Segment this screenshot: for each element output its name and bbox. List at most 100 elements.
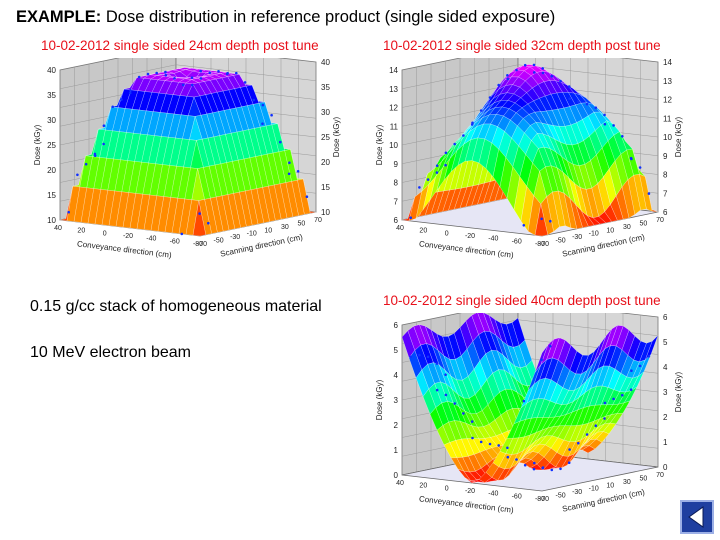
scanning-axis-tick: 70	[656, 472, 664, 479]
left-axis-label: Dose (kGy)	[33, 124, 42, 165]
right-axis-tick: 6	[663, 313, 668, 322]
left-axis-label: Dose (kGy)	[375, 379, 384, 420]
left-axis-tick: 12	[389, 104, 398, 113]
conveyance-axis-tick: 20	[77, 228, 85, 235]
left-axis-tick: 8	[394, 179, 399, 188]
right-axis-tick: 6	[663, 208, 668, 217]
right-axis-tick: 1	[663, 438, 668, 447]
scanning-axis-tick: -30	[572, 489, 582, 496]
conveyance-axis-tick: 20	[419, 483, 427, 490]
plot-title-40cm: 10-02-2012 single sided 40cm depth post …	[383, 293, 661, 308]
right-axis-label: Dose (kGy)	[674, 116, 683, 157]
conveyance-axis-tick: 40	[54, 225, 62, 232]
scanning-axis-tick: -70	[539, 496, 549, 503]
left-axis-tick: 5	[394, 346, 399, 355]
scanning-axis-tick: -10	[589, 486, 599, 493]
right-axis-label: Dose (kGy)	[674, 371, 683, 412]
right-axis-tick: 7	[663, 189, 668, 198]
conveyance-axis-tick: -60	[170, 238, 180, 245]
plot-title-24cm: 10-02-2012 single sided 24cm depth post …	[41, 38, 319, 53]
conveyance-axis-label: Conveyance direction (cm)	[419, 239, 515, 260]
right-axis-tick: 2	[663, 413, 668, 422]
right-axis-tick: 12	[663, 96, 672, 105]
left-axis-tick: 4	[394, 371, 399, 380]
slide-title-bold: EXAMPLE:	[16, 8, 102, 26]
conveyance-axis-tick: 20	[419, 228, 427, 235]
scanning-axis-tick: -10	[589, 231, 599, 238]
conveyance-axis-label: Conveyance direction (cm)	[419, 494, 515, 515]
scanning-axis-tick: 70	[314, 217, 322, 224]
left-axis-tick: 15	[47, 191, 56, 200]
conveyance-axis-tick: -40	[146, 236, 156, 243]
surface-plot-32cm: 6 7 8 9 10 11 12 13 14 Dose (kGy) 6 7 8 9 10 11 12 13 14 Do…	[375, 58, 683, 260]
scanning-axis-tick: 70	[656, 217, 664, 224]
conveyance-axis-tick: -20	[123, 233, 133, 240]
left-axis-label: Dose (kGy)	[375, 124, 384, 165]
left-axis-tick: 2	[394, 421, 399, 430]
left-axis-tick: 35	[47, 91, 56, 100]
conveyance-axis-tick: -20	[465, 488, 475, 495]
right-axis-tick: 40	[321, 58, 330, 67]
left-axis-tick: 10	[47, 216, 56, 225]
conveyance-axis-tick: -80	[193, 241, 203, 248]
scanning-axis-tick: 30	[623, 224, 631, 231]
right-axis-tick: 3	[663, 388, 668, 397]
left-axis-tick: 20	[47, 166, 56, 175]
conveyance-axis-tick: -60	[512, 493, 522, 500]
scanning-axis-tick: -10	[247, 231, 257, 238]
plot-title-32cm: 10-02-2012 single sided 32cm depth post …	[383, 38, 661, 53]
left-axis-tick: 10	[389, 141, 398, 150]
right-axis-tick: 30	[321, 108, 330, 117]
left-axis-tick: 25	[47, 141, 56, 150]
scanning-axis-tick: 10	[606, 227, 614, 234]
right-axis-tick: 11	[663, 114, 672, 123]
left-axis-tick: 40	[47, 66, 56, 75]
back-arrow-icon	[688, 506, 704, 528]
scanning-axis-tick: 50	[298, 220, 306, 227]
right-axis-tick: 25	[321, 133, 330, 142]
right-axis-tick: 13	[663, 77, 672, 86]
slide-nav-button[interactable]	[680, 500, 714, 534]
scanning-axis-tick: -70	[197, 241, 207, 248]
right-axis-tick: 10	[321, 208, 330, 217]
scanning-axis-tick: 30	[281, 224, 289, 231]
right-axis-tick: 9	[663, 152, 668, 161]
slide-title: EXAMPLE: Dose distribution in reference …	[16, 8, 555, 27]
conveyance-axis-tick: -80	[535, 241, 545, 248]
conveyance-axis-tick: -20	[465, 233, 475, 240]
scanning-axis-tick: 50	[640, 220, 648, 227]
conveyance-axis-tick: -40	[488, 491, 498, 498]
conveyance-axis-label: Conveyance direction (cm)	[77, 239, 173, 260]
left-axis-tick: 9	[394, 160, 399, 169]
left-axis-tick: 14	[389, 66, 398, 75]
right-axis-tick: 20	[321, 158, 330, 167]
scanning-axis-tick: -30	[230, 234, 240, 241]
beam-note: 10 MeV electron beam	[30, 344, 191, 361]
scanning-axis-tick: 10	[264, 227, 272, 234]
left-axis-tick: 0	[394, 471, 399, 480]
right-axis-tick: 0	[663, 463, 668, 472]
conveyance-axis-tick: 0	[103, 230, 107, 237]
right-axis-tick: 10	[663, 133, 672, 142]
conveyance-axis-tick: 40	[396, 480, 404, 487]
left-axis-tick: 11	[390, 122, 399, 131]
material-note: 0.15 g/cc stack of homogeneous material	[30, 298, 322, 315]
left-axis-tick: 6	[394, 216, 399, 225]
scanning-axis-tick: -30	[572, 234, 582, 241]
left-axis-tick: 30	[47, 116, 56, 125]
scanning-axis-tick: -50	[214, 238, 224, 245]
scanning-axis-tick: -50	[556, 238, 566, 245]
right-axis-tick: 15	[321, 183, 330, 192]
right-axis-tick: 35	[321, 83, 330, 92]
scanning-axis-tick: -50	[556, 493, 566, 500]
scanning-axis-tick: -70	[539, 241, 549, 248]
conveyance-axis-tick: -60	[512, 238, 522, 245]
right-axis-label: Dose (kGy)	[332, 116, 341, 157]
surface-plot-40cm: 0 1 2 3 4 5 6 Dose (kGy) 0 1 2 3 4 5 6 Dose (kGy) 40 20 0 -…	[375, 313, 683, 515]
left-axis-tick: 3	[394, 396, 399, 405]
slide-title-rest: Dose distribution in reference product (…	[101, 8, 556, 26]
left-axis-tick: 1	[394, 446, 399, 455]
conveyance-axis-tick: 0	[445, 485, 449, 492]
conveyance-axis-tick: -80	[535, 496, 545, 503]
left-axis-tick: 6	[394, 321, 399, 330]
